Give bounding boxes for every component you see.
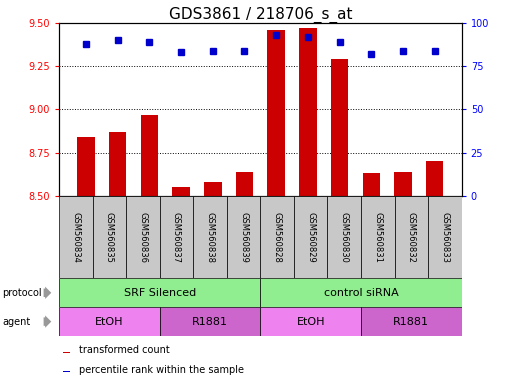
Bar [299,28,317,196]
Bar [260,278,462,307]
Bar [92,196,126,278]
Text: GSM560834: GSM560834 [71,212,80,263]
Bar [126,196,160,278]
Text: EtOH: EtOH [297,316,325,327]
Bar [63,351,70,353]
Text: GSM560829: GSM560829 [306,212,315,263]
Bar [204,182,222,196]
Bar [267,30,285,196]
Bar [363,173,380,196]
Text: GSM560831: GSM560831 [373,212,382,263]
Bar [172,187,190,196]
Bar [227,196,260,278]
Text: R1881: R1881 [393,316,429,327]
Text: GSM560838: GSM560838 [206,212,214,263]
Bar [361,307,462,336]
Text: protocol: protocol [3,288,42,298]
Text: transformed count: transformed count [79,345,170,355]
Text: GSM560836: GSM560836 [139,212,147,263]
Bar [160,307,260,336]
Text: GSM560835: GSM560835 [105,212,114,263]
Text: GSM560828: GSM560828 [272,212,282,263]
Bar [59,307,160,336]
Bar [59,196,92,278]
Bar [361,196,394,278]
Bar [428,196,462,278]
Bar [260,196,294,278]
Text: GSM560833: GSM560833 [441,212,449,263]
Bar [59,278,260,307]
Bar [394,172,412,196]
Text: percentile rank within the sample: percentile rank within the sample [79,364,244,374]
Text: EtOH: EtOH [95,316,124,327]
Text: GSM560832: GSM560832 [407,212,416,263]
Bar [236,172,253,196]
Bar [327,196,361,278]
Bar [77,137,95,196]
Text: GSM560837: GSM560837 [172,212,181,263]
Bar [394,196,428,278]
Bar [426,161,443,196]
Text: GSM560839: GSM560839 [239,212,248,263]
Text: agent: agent [3,316,31,327]
Bar [294,196,327,278]
Title: GDS3861 / 218706_s_at: GDS3861 / 218706_s_at [169,7,352,23]
Bar [331,60,348,196]
Bar [109,132,126,196]
Text: GSM560830: GSM560830 [340,212,349,263]
Text: SRF Silenced: SRF Silenced [124,288,196,298]
Bar [63,371,70,372]
Text: R1881: R1881 [192,316,228,327]
Bar [193,196,227,278]
Bar [160,196,193,278]
Bar [260,307,361,336]
Text: control siRNA: control siRNA [324,288,399,298]
Bar [141,114,158,196]
